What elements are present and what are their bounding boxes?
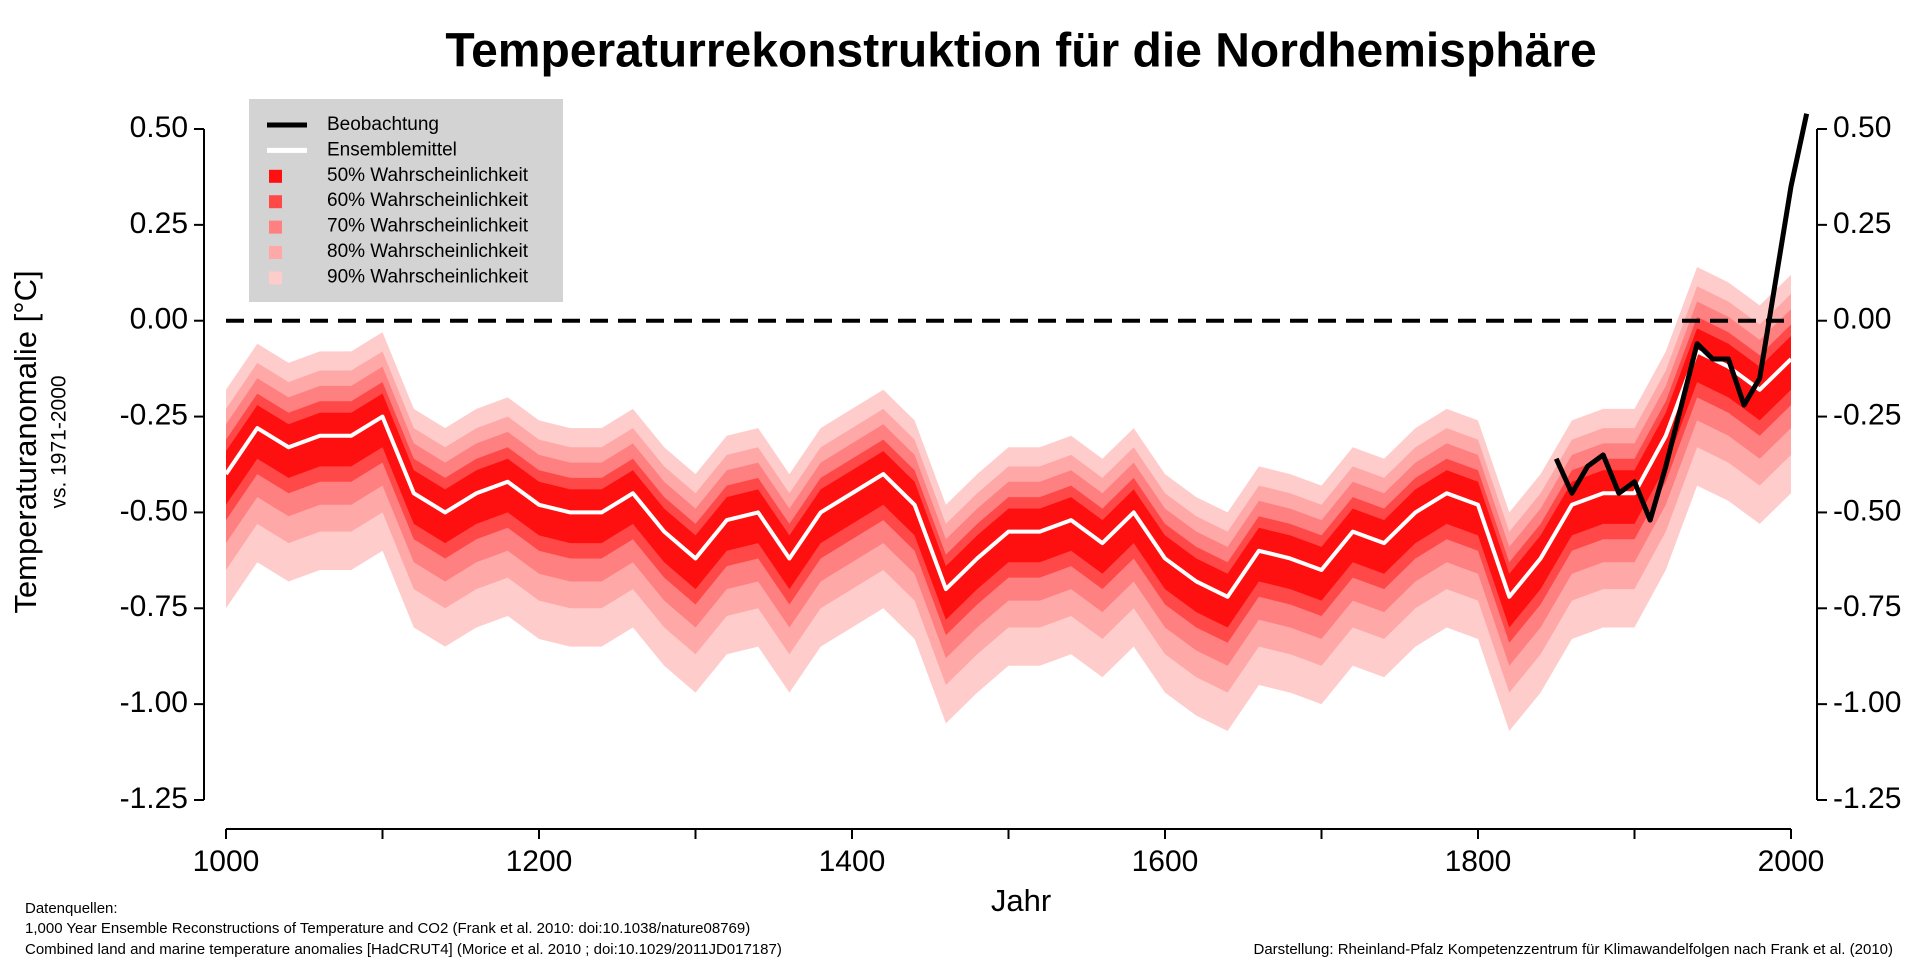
legend-label: Ensemblemittel [327, 139, 457, 160]
y-tick-label-right: -0.25 [1833, 398, 1901, 431]
y-tick-label: -0.50 [120, 494, 188, 527]
y-tick-label: 0.00 [130, 303, 188, 336]
y-axis-label: Temperaturanomalie [°C] [8, 270, 43, 613]
y-tick-label-right: 0.50 [1833, 111, 1891, 144]
footer-text: Combined land and marine temperature ano… [25, 941, 782, 958]
footer-text: 1,000 Year Ensemble Reconstructions of T… [25, 920, 750, 937]
legend-swatch [269, 246, 282, 259]
legend-label: Beobachtung [327, 114, 439, 135]
x-tick-label: 1200 [506, 845, 573, 878]
y-tick-label: 0.25 [130, 207, 188, 240]
legend-label: 60% Wahrscheinlichkeit [327, 190, 529, 211]
chart-title: Temperaturrekonstruktion für die Nordhem… [445, 25, 1596, 78]
series-line [224, 349, 1793, 599]
y-tick-label: -0.25 [120, 398, 188, 431]
x-tick-label: 1800 [1445, 845, 1512, 878]
y-tick-label: -1.25 [120, 782, 188, 815]
y-tick-label-right: -0.75 [1833, 590, 1901, 623]
x-tick-label: 1400 [819, 845, 886, 878]
probability-band [226, 316, 1791, 643]
legend-label: 70% Wahrscheinlichkeit [327, 216, 529, 237]
x-tick-label: 1600 [1132, 845, 1199, 878]
legend-swatch [269, 271, 282, 285]
legend-swatch [269, 195, 282, 209]
y-tick-label-right: -1.00 [1833, 686, 1901, 719]
y-tick-label: -0.75 [120, 590, 188, 623]
legend-swatch [269, 169, 282, 183]
y-tick-label-right: 0.00 [1833, 303, 1891, 336]
y-axis-sublabel: vs. 1971-2000 [48, 375, 71, 508]
legend-label: 80% Wahrscheinlichkeit [327, 241, 529, 262]
legend-label: 90% Wahrscheinlichkeit [327, 266, 529, 287]
legend-box [249, 99, 563, 302]
y-tick-label-right: 0.25 [1833, 207, 1891, 240]
y-tick-label-right: -0.50 [1833, 494, 1901, 527]
y-tick-label-right: -1.25 [1833, 782, 1901, 815]
legend-swatch [269, 220, 282, 234]
y-tick-label: 0.50 [130, 111, 188, 144]
probability-band [226, 328, 1791, 628]
x-tick-label: 1000 [193, 845, 260, 878]
legend-label: 50% Wahrscheinlichkeit [327, 165, 529, 186]
probability-band [226, 301, 1791, 666]
x-tick-label: 2000 [1758, 845, 1825, 878]
series-line [1553, 113, 1810, 523]
x-axis-label: Jahr [991, 883, 1051, 918]
footer-text: Datenquellen: [25, 900, 118, 917]
footer-text: Darstellung: Rheinland-Pfalz Kompetenzze… [1254, 941, 1894, 958]
y-tick-label: -1.00 [120, 686, 188, 719]
